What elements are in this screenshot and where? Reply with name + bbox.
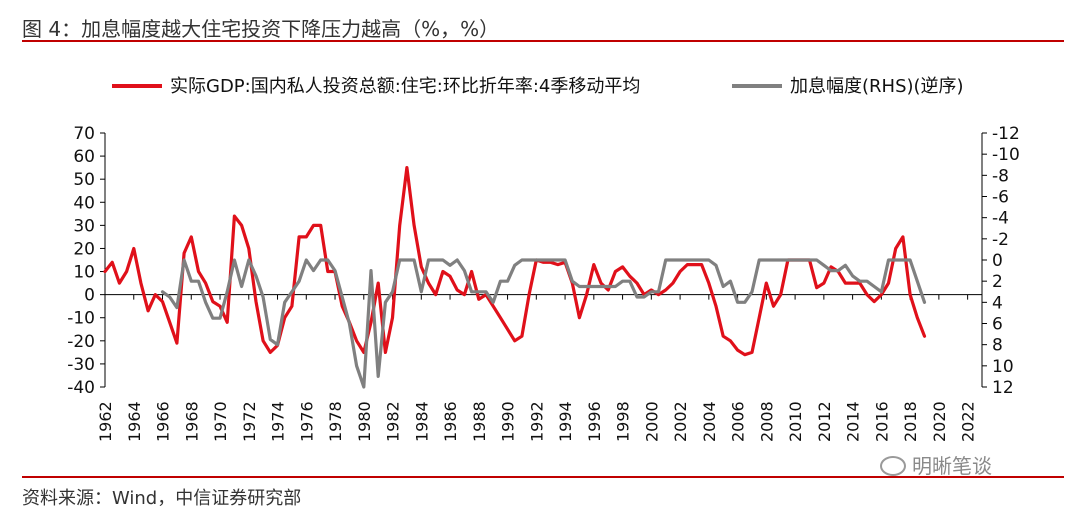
y-left-tick-label: 70 xyxy=(73,124,95,144)
x-tick-label: 1992 xyxy=(527,401,546,442)
x-tick-label: 2010 xyxy=(786,401,805,442)
x-tick-label: 2008 xyxy=(757,401,776,442)
y-left-tick-label: 40 xyxy=(73,193,95,213)
title-rule xyxy=(22,40,1064,42)
x-tick-label: 2012 xyxy=(815,401,834,442)
x-tick-label: 1988 xyxy=(470,401,489,442)
x-tick-label: 1976 xyxy=(297,401,316,442)
x-tick-label: 2022 xyxy=(959,401,978,442)
x-tick-label: 2018 xyxy=(901,401,920,442)
x-tick-label: 1980 xyxy=(355,401,374,442)
series-line-rate xyxy=(160,258,927,389)
x-tick-label: 1998 xyxy=(614,401,633,442)
x-tick-label: 2002 xyxy=(671,401,690,442)
x-tick-label: 1982 xyxy=(384,401,403,442)
y-right-tick-label: 6 xyxy=(992,315,1003,335)
y-right-tick-label: 2 xyxy=(992,272,1003,292)
watermark-label: 明晰笔谈 xyxy=(912,454,992,478)
y-right-tick-label: -4 xyxy=(992,209,1009,229)
source-rule xyxy=(22,476,1064,478)
x-tick-label: 1978 xyxy=(326,401,345,442)
x-tick-label: 2014 xyxy=(844,401,863,442)
x-tick-label: 1962 xyxy=(96,401,115,442)
y-left-tick-label: 30 xyxy=(73,216,95,236)
x-tick-label: 1966 xyxy=(154,401,173,442)
y-right-tick-label: -8 xyxy=(992,166,1009,186)
y-right-tick-label: -2 xyxy=(992,230,1009,250)
y-left-tick-label: 10 xyxy=(73,263,95,283)
figure-title: 图 4：加息幅度越大住宅投资下降压力越高（%，%） xyxy=(22,17,500,41)
y-left-tick-label: -40 xyxy=(67,378,95,398)
y-left-tick-label: -30 xyxy=(67,355,95,375)
y-right-tick-label: 12 xyxy=(992,378,1014,398)
x-tick-label: 1968 xyxy=(182,401,201,442)
watermark: 明晰笔谈 xyxy=(880,450,992,479)
axes: -40-30-20-10010203040506070121086420-2-4… xyxy=(67,124,1020,442)
x-tick-label: 1994 xyxy=(556,401,575,442)
y-right-tick-label: 10 xyxy=(992,357,1014,377)
x-tick-label: 1970 xyxy=(211,401,230,442)
x-tick-label: 2016 xyxy=(872,401,891,442)
y-left-tick-label: -20 xyxy=(67,332,95,352)
x-tick-label: 1974 xyxy=(269,401,288,442)
y-right-tick-label: 0 xyxy=(992,251,1003,271)
y-left-tick-label: 50 xyxy=(73,170,95,190)
series-layer xyxy=(103,166,927,389)
x-tick-label: 1984 xyxy=(412,401,431,442)
legend: 实际GDP:国内私人投资总额:住宅:环比折年率:4季移动平均 加息幅度(RHS)… xyxy=(112,76,964,97)
y-right-tick-label: -10 xyxy=(992,145,1020,165)
x-tick-label: 2004 xyxy=(700,401,719,442)
y-right-tick-label: 4 xyxy=(992,293,1003,313)
y-left-tick-label: 60 xyxy=(73,147,95,167)
y-right-tick-label: 8 xyxy=(992,336,1003,356)
x-tick-label: 2006 xyxy=(729,401,748,442)
x-tick-label: 1990 xyxy=(499,401,518,442)
y-left-tick-label: -10 xyxy=(67,309,95,329)
wechat-icon xyxy=(880,455,906,476)
x-tick-label: 1972 xyxy=(240,401,259,442)
y-right-tick-label: -12 xyxy=(992,124,1020,144)
y-left-tick-label: 20 xyxy=(73,239,95,259)
legend-label-gdp: 实际GDP:国内私人投资总额:住宅:环比折年率:4季移动平均 xyxy=(170,76,640,97)
x-tick-label: 2020 xyxy=(930,401,949,442)
x-tick-label: 1964 xyxy=(125,401,144,442)
x-tick-label: 1996 xyxy=(585,401,604,442)
legend-label-rate: 加息幅度(RHS)(逆序) xyxy=(790,76,964,97)
y-left-tick-label: 0 xyxy=(84,286,95,306)
x-tick-label: 2000 xyxy=(642,401,661,442)
source-note: 资料来源：Wind，中信证券研究部 xyxy=(22,488,302,509)
y-right-tick-label: -6 xyxy=(992,188,1009,208)
x-tick-label: 1986 xyxy=(441,401,460,442)
